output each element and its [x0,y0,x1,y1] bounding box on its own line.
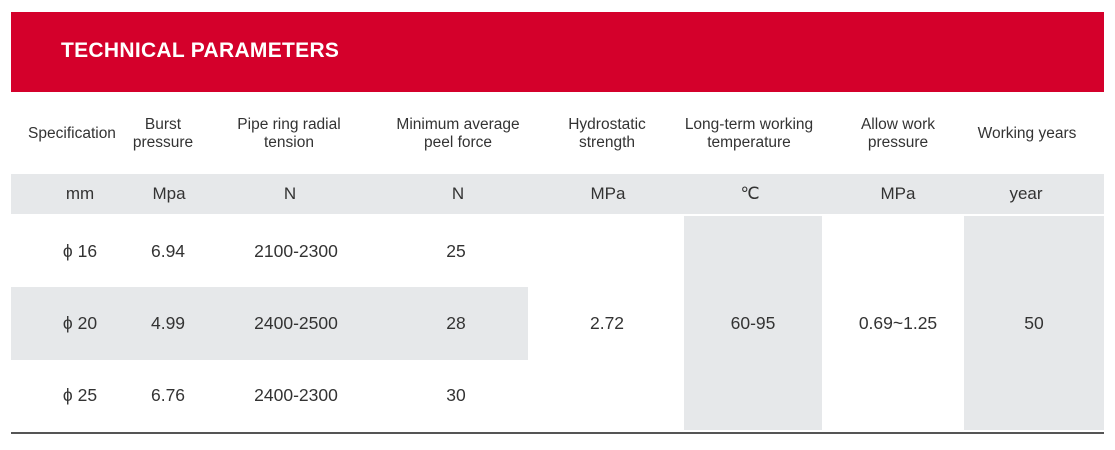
unit-row [11,174,1104,214]
table-cell-peel: 28 [446,313,466,333]
unit-peel-force: N [451,184,465,203]
header-min-average-peel-force: Minimum average peel force [396,116,520,151]
temperature-column-band [684,216,822,430]
unit-allow-pressure: MPa [880,184,916,203]
unit-burst-pressure: Mpa [152,184,186,203]
unit-hydrostatic: MPa [590,184,626,203]
header-burst-pressure: Burst pressure [132,116,194,151]
header-long-term-temperature: Long-term working temperature [684,116,814,151]
header-specification: Specification [28,125,116,142]
title-banner: TECHNICAL PARAMETERS [11,12,1104,92]
table-cell-tension: 2400-2300 [254,384,338,405]
table-cell-peel: 25 [446,240,466,261]
header-allow-work-pressure: Allow work pressure [860,116,936,151]
unit-temperature: ℃ [740,184,760,203]
table-cell-burst: 4.99 [150,313,186,333]
hydrostatic-strength-value: 2.72 [589,312,625,333]
unit-working-years: year [1009,184,1043,203]
header-hydrostatic-strength: Hydrostatic strength [568,116,646,151]
table-cell-peel: 30 [446,384,466,405]
table-cell-spec: ϕ 25 [62,384,98,405]
working-years-value: 50 [1024,312,1044,333]
table-cell-burst: 6.94 [150,240,186,261]
temperature-value: 60-95 [730,312,776,333]
unit-pipe-ring-tension: N [283,184,297,203]
header-pipe-ring-radial-tension: Pipe ring radial tension [237,116,341,151]
table-cell-spec: ϕ 16 [62,240,98,261]
unit-specification: mm [65,184,95,203]
table-cell-spec: ϕ 20 [62,313,98,333]
table-cell-tension: 2100-2300 [254,240,338,261]
years-column-band [964,216,1104,430]
header-working-years: Working years [977,125,1077,142]
page-title: TECHNICAL PARAMETERS [61,39,340,62]
table-cell-tension: 2400-2500 [254,313,338,333]
table-bottom-rule [11,432,1104,434]
table-cell-burst: 6.76 [150,384,186,405]
allow-work-pressure-value: 0.69~1.25 [858,312,938,333]
row-highlight [11,287,528,360]
